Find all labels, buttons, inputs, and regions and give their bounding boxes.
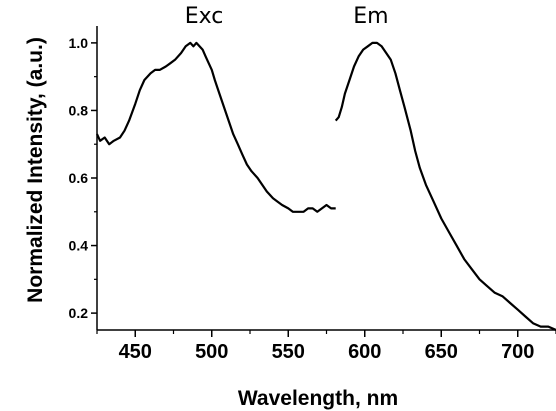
emission-annotation: Em xyxy=(353,4,388,29)
x-tick-label: 450 xyxy=(119,341,152,363)
x-tick-label: 650 xyxy=(425,341,458,363)
plot-layer: Exc Em xyxy=(96,4,556,332)
y-tick-label: 0.4 xyxy=(69,238,89,254)
x-tick-label: 550 xyxy=(272,341,305,363)
excitation-series-line xyxy=(96,41,336,213)
x-tick-label: 700 xyxy=(501,341,534,363)
x-axis-title: Wavelength, nm xyxy=(238,387,398,410)
emission-series-line xyxy=(334,41,556,332)
axes-layer: 450 500 550 600 650 700 0.2 0.4 0.6 0.8 1.0 xyxy=(69,26,556,363)
y-axis-title: Normalized Intensity, (a.u.) xyxy=(24,37,47,303)
y-tick-label: 0.2 xyxy=(69,305,89,321)
excitation-annotation: Exc xyxy=(185,4,224,29)
y-tick-label: 1.0 xyxy=(69,35,89,51)
x-tick-label: 500 xyxy=(195,341,228,363)
y-tick-label: 0.8 xyxy=(69,102,89,118)
y-tick-label: 0.6 xyxy=(69,170,89,186)
x-tick-label: 600 xyxy=(348,341,381,363)
